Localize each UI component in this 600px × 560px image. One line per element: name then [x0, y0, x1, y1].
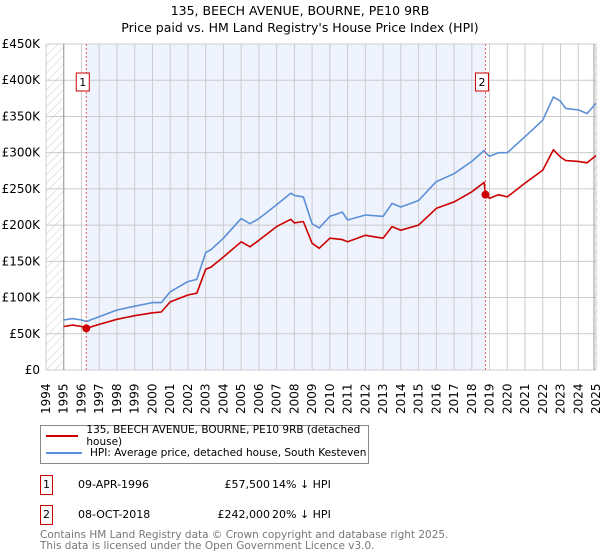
ownership-shade	[86, 44, 486, 370]
sale-price: £57,500	[224, 478, 271, 491]
sale-price: £242,000	[217, 508, 271, 521]
sale-marker-box	[474, 72, 489, 92]
sale-number-badge: 1	[40, 475, 53, 495]
y-tick-label: £0	[25, 363, 40, 377]
price-chart: £0 £50K £100K £150K £200K £250K £300K £350K £400…	[2, 37, 600, 414]
x-tick-label: 2000	[145, 383, 159, 414]
footer-copyright: Contains HM Land Registry data © Crown c…	[40, 529, 449, 541]
x-tick-label: 2025	[589, 383, 600, 414]
sale-date: 09-APR-1996	[78, 478, 150, 491]
x-tick-label: 2006	[252, 383, 266, 414]
y-tick-label: £400K	[2, 73, 42, 87]
chart-subtitle: Price paid vs. HM Land Registry's House …	[121, 20, 479, 35]
x-tick-label: 2004	[216, 383, 230, 414]
x-tick-label: 1997	[92, 383, 106, 414]
y-tick-label: £100K	[2, 291, 42, 305]
chart-title: 135, BEECH AVENUE, BOURNE, PE10 9RB	[170, 3, 430, 18]
sale-point	[481, 190, 490, 199]
x-tick-label: 2003	[199, 383, 213, 414]
y-tick-label: £200K	[2, 218, 42, 232]
x-tick-label: 2016	[429, 383, 443, 414]
x-tick-label: 1995	[57, 383, 71, 414]
property-price-line	[63, 149, 597, 330]
sale-point	[82, 324, 91, 333]
x-tick-label: 2022	[536, 383, 550, 414]
x-tick-label: 2014	[394, 383, 408, 414]
legend-item-hpi: HPI: Average price, detached house, Sout…	[46, 445, 366, 461]
legend-label-hpi: HPI: Average price, detached house, Sout…	[90, 447, 367, 459]
y-tick-label: £150K	[2, 254, 42, 268]
x-tick-label: 2015	[412, 383, 426, 414]
sale-hpi-diff: 20% ↓ HPI	[272, 508, 331, 521]
x-tick-label: 2017	[447, 383, 461, 414]
y-tick-label: £450K	[2, 37, 42, 51]
legend-label-property: 135, BEECH AVENUE, BOURNE, PE10 9RB (det…	[86, 424, 361, 448]
x-tick-label: 2023	[554, 383, 568, 414]
x-tick-label: 2021	[518, 383, 532, 414]
sale-number-badge: 2	[40, 505, 53, 525]
legend: 135, BEECH AVENUE, BOURNE, PE10 9RB (det…	[40, 424, 369, 464]
x-tick-label: 1994	[39, 383, 53, 414]
x-tick-label: 2012	[358, 383, 372, 414]
hpi-line	[63, 96, 597, 323]
sale-hpi-diff: 14% ↓ HPI	[272, 478, 331, 491]
x-tick-label: 2010	[323, 383, 337, 414]
x-tick-label: 2011	[341, 383, 355, 414]
x-tick-label: 2013	[376, 383, 390, 414]
legend-swatch-hpi	[46, 452, 82, 454]
legend-swatch-property	[46, 435, 79, 437]
x-tick-label: 2018	[465, 383, 479, 414]
y-tick-label: £50K	[9, 327, 41, 341]
sale-marker-label: 2	[478, 76, 485, 89]
x-tick-label: 1999	[128, 383, 142, 414]
x-tick-label: 2008	[287, 383, 301, 414]
x-tick-label: 2001	[163, 383, 177, 414]
x-tick-label: 2019	[483, 383, 497, 414]
x-tick-label: 2007	[270, 383, 284, 414]
x-tick-label: 1996	[74, 383, 88, 414]
sale-marker-box	[75, 72, 90, 92]
y-tick-label: £350K	[2, 109, 42, 123]
no-data-hatch-left	[46, 44, 64, 370]
x-tick-label: 1998	[110, 383, 124, 414]
legend-item-property: 135, BEECH AVENUE, BOURNE, PE10 9RB (det…	[46, 424, 368, 448]
x-tick-label: 2002	[181, 383, 195, 414]
x-tick-label: 2009	[305, 383, 319, 414]
x-tick-label: 2005	[234, 383, 248, 414]
sale-marker-label: 1	[79, 76, 86, 89]
x-tick-label: 2020	[500, 383, 514, 414]
y-tick-label: £300K	[2, 146, 42, 160]
y-tick-label: £250K	[2, 182, 42, 196]
sale-date: 08-OCT-2018	[78, 508, 151, 521]
footer-licence: This data is licensed under the Open Gov…	[40, 540, 375, 552]
x-tick-label: 2024	[571, 383, 585, 414]
